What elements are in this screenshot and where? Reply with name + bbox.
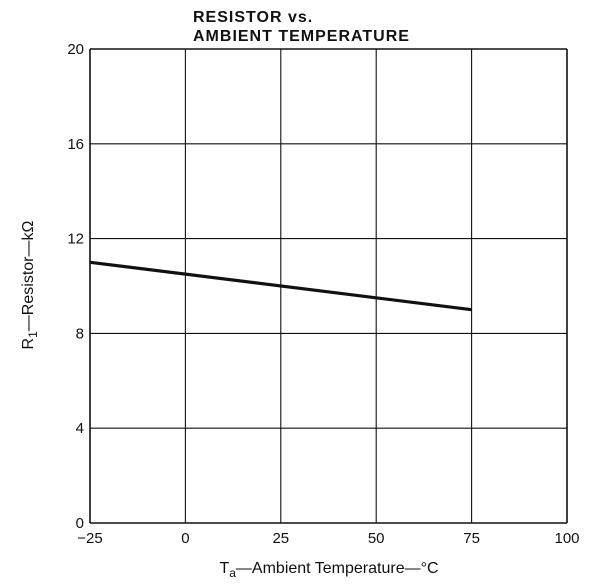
x-axis-label: Ta—Ambient Temperature—°C [219, 560, 438, 580]
x-tick-label: 100 [554, 530, 579, 547]
series-line [89, 260, 472, 312]
grid [89, 48, 568, 524]
y-tick-labels: 0 4 8 12 16 20 [67, 41, 84, 532]
x-tick-label: 75 [463, 530, 480, 547]
x-tick-label: 50 [368, 530, 385, 547]
x-tick-label: 25 [272, 530, 289, 547]
x-axis-label-subscript: a [229, 566, 236, 580]
x-axis-label-text: —Ambient Temperature—°C [236, 560, 439, 577]
y-axis-label-symbol: R [20, 338, 37, 350]
y-tick-label: 0 [76, 515, 84, 532]
y-tick-label: 4 [76, 420, 84, 437]
series-layer [89, 260, 472, 312]
chart-subtitle: AMBIENT TEMPERATURE [193, 28, 410, 45]
y-tick-label: 12 [67, 231, 84, 248]
y-axis-label-subscript: 1 [26, 331, 40, 338]
y-tick-label: 20 [67, 41, 84, 58]
y-axis-label-text: —Resistor—kΩ [20, 221, 37, 332]
y-tick-label: 16 [67, 136, 84, 153]
x-axis-label-symbol: T [219, 560, 229, 577]
x-tick-labels: −25 0 25 50 75 100 [77, 530, 579, 547]
y-axis-label: R1—Resistor—kΩ [20, 221, 40, 350]
chart-title: RESISTOR vs. [193, 9, 313, 26]
x-tick-label: 0 [181, 530, 189, 547]
y-tick-label: 8 [76, 325, 84, 342]
x-tick-label: −25 [77, 530, 102, 547]
